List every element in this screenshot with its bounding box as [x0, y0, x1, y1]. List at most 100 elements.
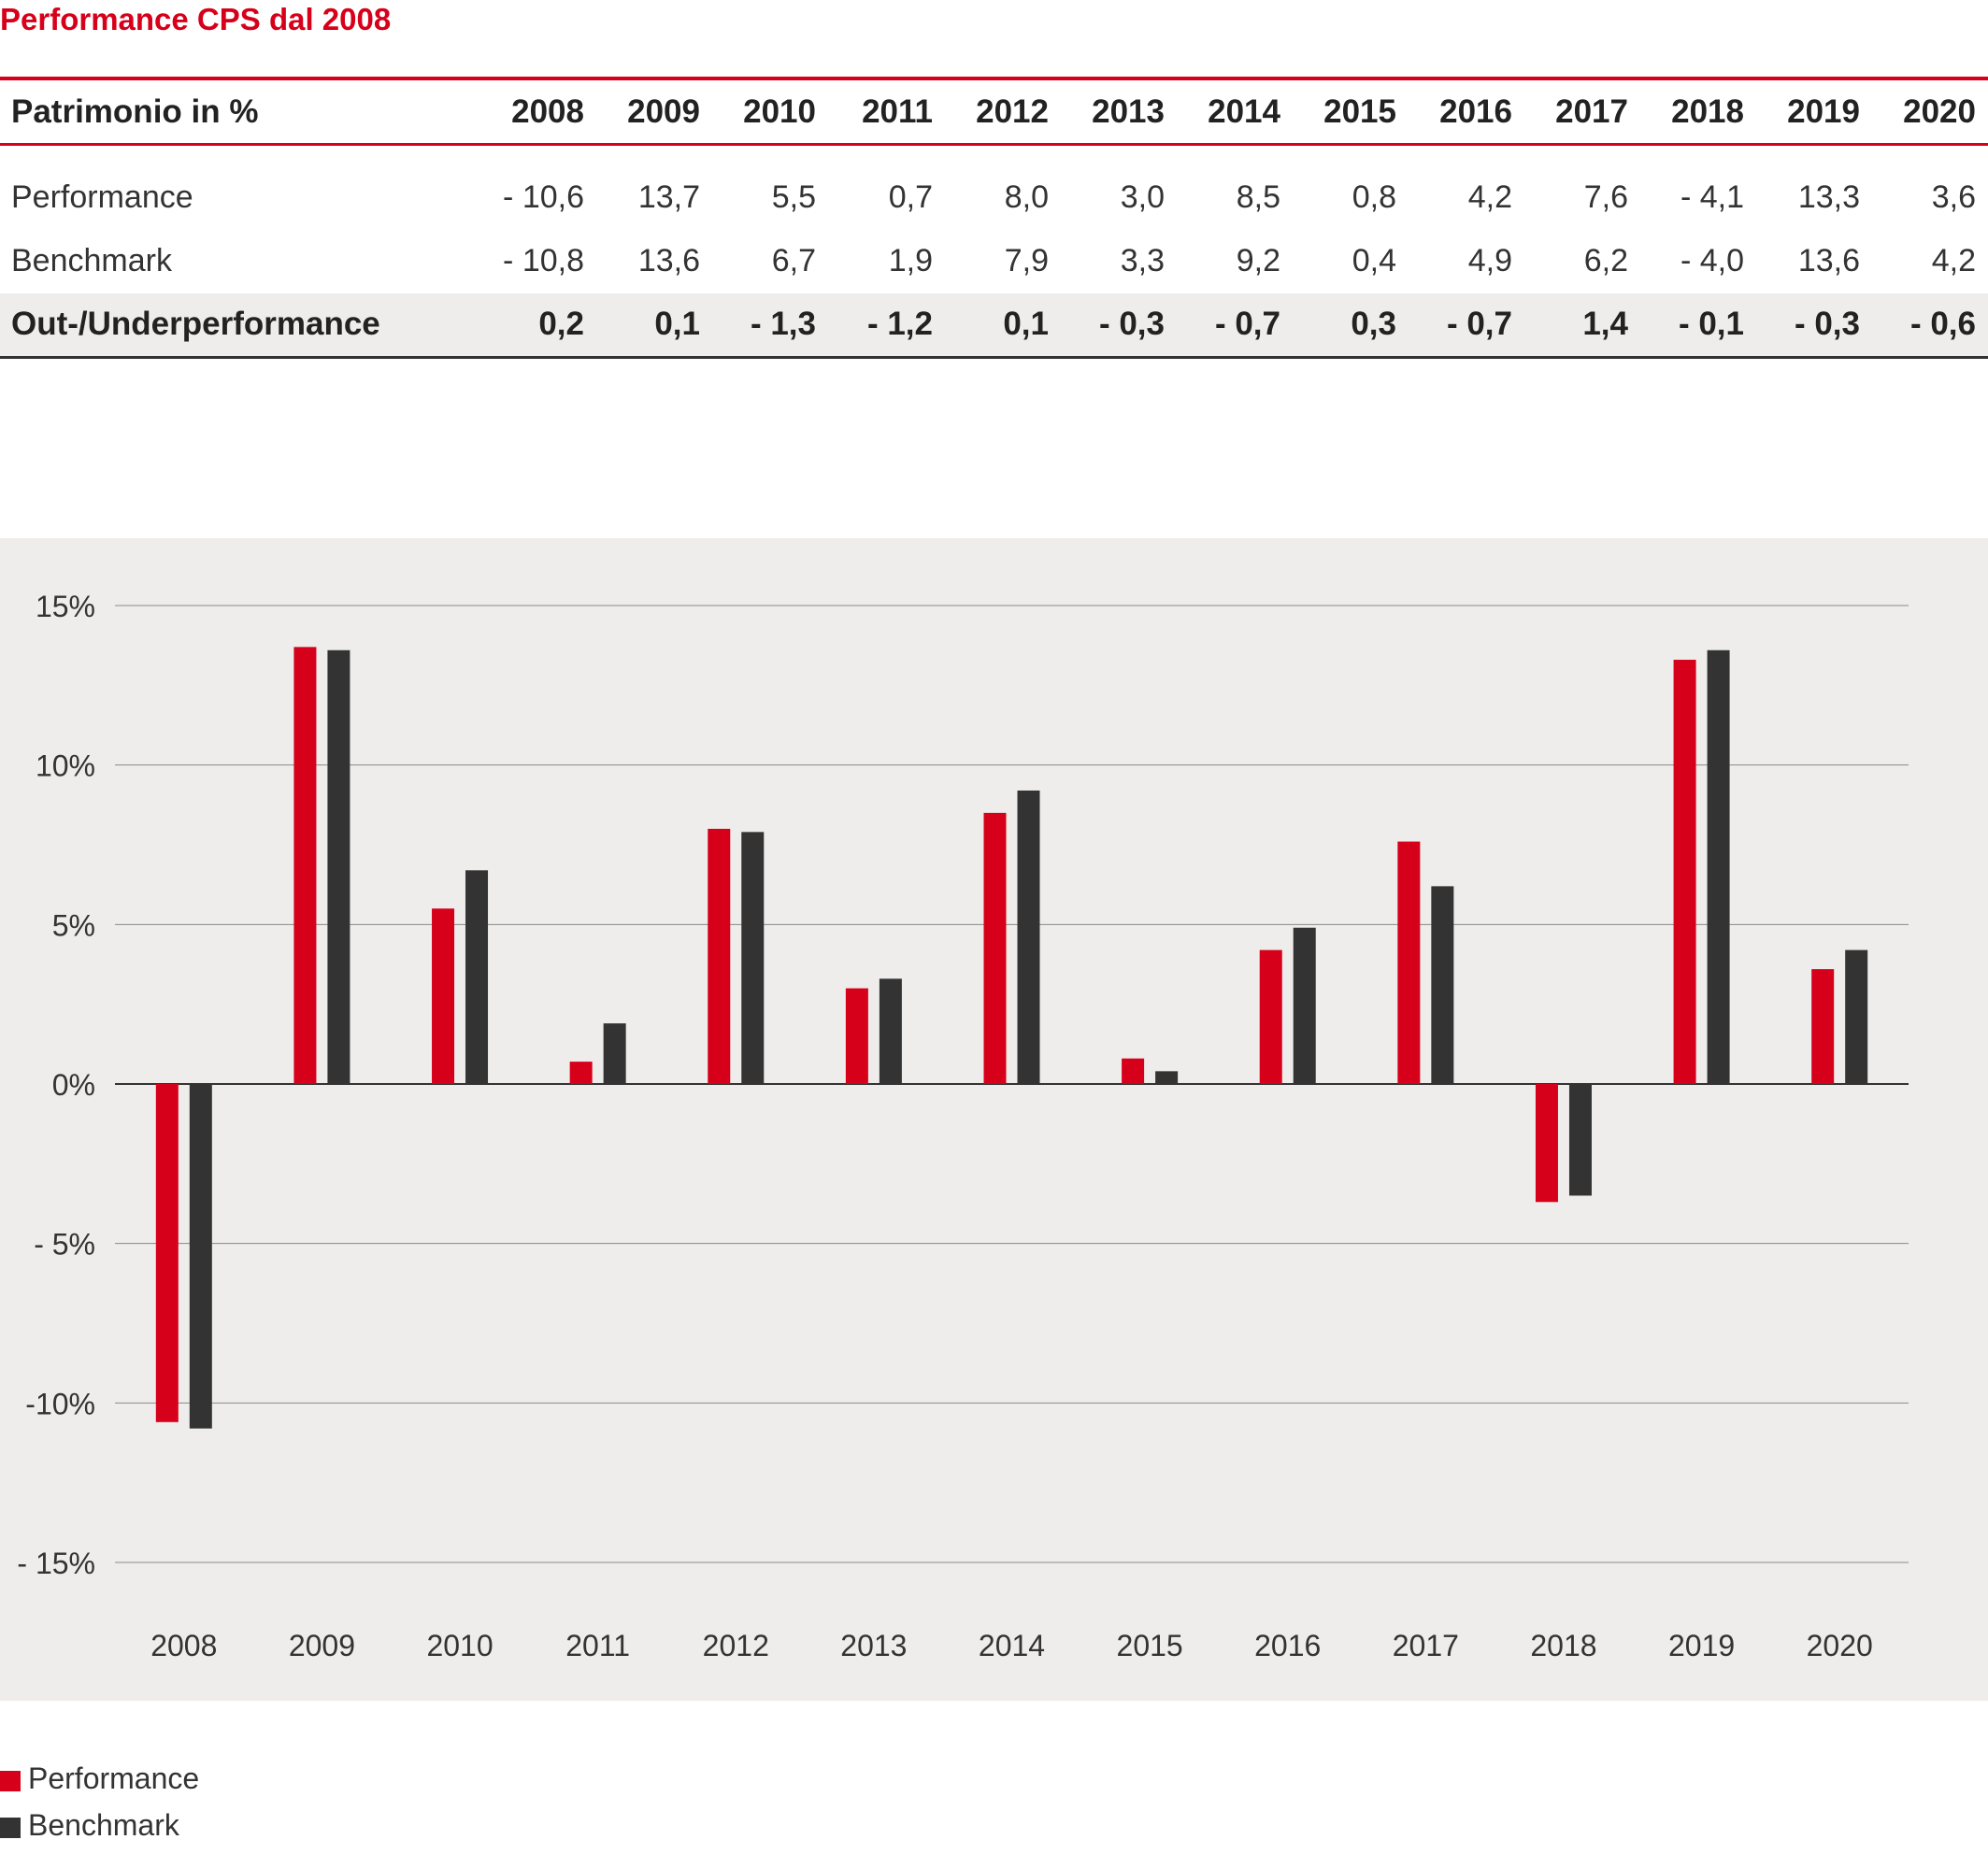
table-header-year: 2020 [1903, 93, 1976, 130]
table-cell: - 0,1 [1678, 306, 1744, 342]
legend-label: Benchmark [28, 1808, 179, 1842]
table-header-rule [0, 143, 1988, 146]
benchmark-bar [1845, 949, 1868, 1084]
table-header-year: 2017 [1555, 93, 1628, 130]
benchmark-bar [465, 870, 489, 1084]
benchmark-bar [1155, 1071, 1179, 1084]
table-cell: - 1,3 [750, 306, 816, 342]
table-cell: 13,6 [1797, 243, 1860, 278]
table-cell: 0,8 [1352, 179, 1396, 215]
x-tick-label: 2008 [150, 1629, 217, 1662]
table-cell: - 0,3 [1794, 306, 1860, 342]
table-cell: 9,2 [1236, 243, 1280, 278]
table-cell: 5,5 [771, 179, 816, 215]
table-cell: 13,6 [637, 243, 700, 278]
table-cell: 3,3 [1120, 243, 1165, 278]
benchmark-bar [879, 978, 902, 1084]
legend-label: Performance [28, 1761, 200, 1795]
table-cell: - 0,3 [1098, 306, 1165, 342]
table-cell: 8,0 [1004, 179, 1049, 215]
benchmark-bar [1707, 649, 1730, 1084]
x-tick-label: 2014 [979, 1629, 1045, 1662]
table-cell: - 4,0 [1680, 243, 1744, 278]
x-tick-label: 2012 [703, 1629, 769, 1662]
benchmark-bar [1431, 886, 1454, 1084]
x-tick-label: 2010 [426, 1629, 493, 1662]
performance-bar [1673, 660, 1696, 1084]
table-header-year: 2019 [1787, 93, 1860, 130]
row-label: Performance [11, 179, 193, 215]
legend-swatch-benchmark [0, 1817, 21, 1838]
table-header-year: 2013 [1092, 93, 1165, 130]
legend-swatch-performance [0, 1770, 21, 1791]
table-cell: 7,6 [1583, 179, 1628, 215]
table-cell: - 0,6 [1909, 306, 1976, 342]
y-tick-label: 10% [36, 749, 95, 783]
benchmark-bar [1568, 1084, 1592, 1196]
table-cell: 3,6 [1931, 179, 1976, 215]
page-title: Performance CPS dal 2008 [0, 2, 392, 36]
benchmark-bar [189, 1084, 212, 1429]
table-cell: - 10,6 [503, 179, 584, 215]
table-cell: 0,1 [654, 306, 700, 342]
x-tick-label: 2017 [1393, 1629, 1459, 1662]
table-bottom-rule [0, 356, 1988, 359]
table-top-rule [0, 77, 1988, 80]
y-tick-label: 5% [52, 908, 95, 942]
row-label: Benchmark [11, 243, 172, 278]
table-header-year: 2012 [976, 93, 1049, 130]
table-cell: - 0,7 [1214, 306, 1280, 342]
table-cell: 4,2 [1467, 179, 1512, 215]
table-row-out-underperformance: Out-/Underperformance 0,2 0,1 - 1,3 - 1,2 0,… [0, 293, 1988, 356]
bar-chart: 15% 10% 5% 0% - 5% -10% - 15% 2008 2009 2010 2011 2… [17, 590, 1909, 1662]
table-cell: 0,1 [1003, 306, 1049, 342]
y-tick-label: - 5% [34, 1228, 95, 1262]
performance-bar [1259, 949, 1282, 1084]
table-cell: 0,2 [538, 306, 584, 342]
table-header-year: 2010 [743, 93, 816, 130]
y-tick-label: - 15% [17, 1547, 95, 1580]
performance-bar [1122, 1058, 1145, 1084]
x-tick-label: 2013 [840, 1629, 907, 1662]
table-cell: 1,4 [1582, 306, 1628, 342]
x-tick-label: 2015 [1117, 1629, 1183, 1662]
table-cell: - 1,2 [866, 306, 933, 342]
y-tick-label: 15% [36, 590, 95, 623]
performance-bar [432, 908, 455, 1084]
table-header-year: 2015 [1323, 93, 1396, 130]
table-cell: 6,2 [1583, 243, 1628, 278]
table-cell: 13,3 [1797, 179, 1860, 215]
performance-bar [569, 1062, 593, 1084]
benchmark-bar [741, 832, 765, 1084]
table-cell: 0,4 [1352, 243, 1396, 278]
table-cell: 1,9 [888, 243, 933, 278]
table-cell: - 0,7 [1446, 306, 1512, 342]
table-cell: 4,2 [1931, 243, 1976, 278]
table-header-row: Patrimonio in % 2008 2009 2010 2011 2012 2013… [0, 93, 1988, 140]
x-tick-label: 2018 [1530, 1629, 1596, 1662]
table-header-year: 2011 [862, 93, 933, 130]
performance-bar [708, 828, 731, 1084]
performance-bar [1535, 1084, 1558, 1203]
performance-bar [293, 647, 317, 1084]
x-tick-label: 2016 [1254, 1629, 1321, 1662]
table-cell: 6,7 [771, 243, 816, 278]
legend-item-performance: Performance [0, 1761, 199, 1796]
table-header-label: Patrimonio in % [11, 93, 259, 130]
performance-bar [1397, 841, 1421, 1084]
table-header-year: 2016 [1439, 93, 1512, 130]
benchmark-bar [603, 1023, 626, 1084]
table-cell: 13,7 [637, 179, 700, 215]
benchmark-bar [1017, 790, 1040, 1084]
table-header-year: 2018 [1671, 93, 1744, 130]
table-cell: 3,0 [1120, 179, 1165, 215]
performance-bar [983, 812, 1007, 1084]
table-row-benchmark: Benchmark - 10,8 13,6 6,7 1,9 7,9 3,3 9,2 0,4 4,… [0, 243, 1988, 290]
x-tick-label: 2019 [1668, 1629, 1735, 1662]
x-tick-label: 2009 [289, 1629, 355, 1662]
benchmark-bar [1293, 927, 1316, 1084]
benchmark-bar [327, 649, 350, 1084]
table-header-year: 2008 [511, 93, 584, 130]
x-tick-label: 2020 [1807, 1629, 1873, 1662]
table-cell: 7,9 [1004, 243, 1049, 278]
